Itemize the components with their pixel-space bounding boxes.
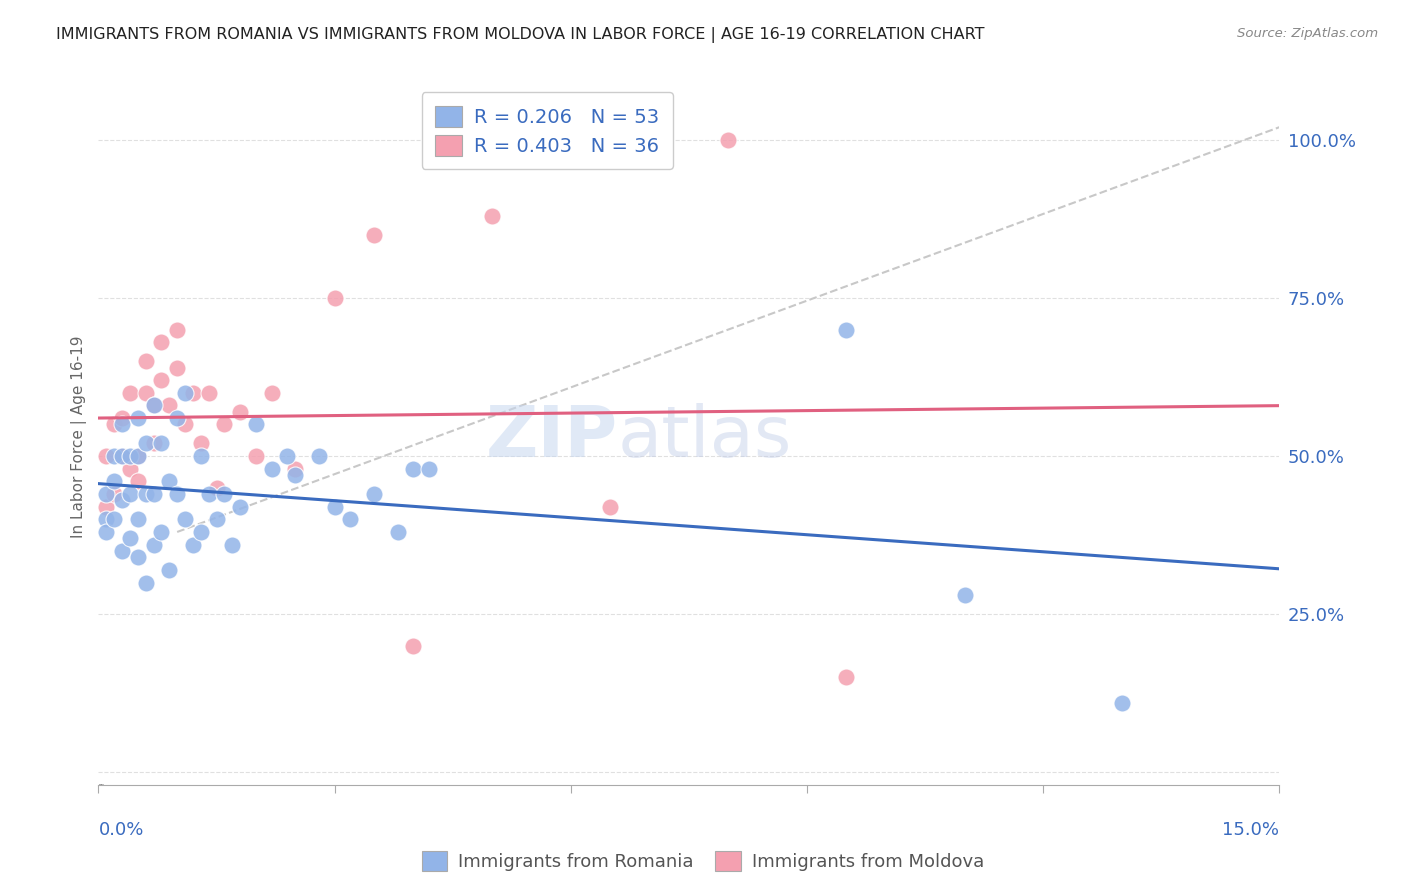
Text: ZIP: ZIP — [486, 402, 619, 472]
Point — [150, 373, 173, 387]
Point — [150, 524, 173, 539]
Point — [166, 487, 188, 501]
Point — [96, 512, 118, 526]
Point — [1111, 696, 1133, 710]
Point — [135, 385, 157, 400]
Point — [103, 417, 125, 432]
Point — [142, 436, 165, 450]
Point — [166, 411, 188, 425]
Point — [284, 461, 307, 475]
Point — [174, 385, 197, 400]
Point — [174, 417, 197, 432]
Point — [205, 481, 228, 495]
Point — [181, 385, 204, 400]
Point — [197, 487, 219, 501]
Point — [190, 524, 212, 539]
Point — [118, 449, 141, 463]
Point — [157, 563, 180, 577]
Point — [214, 487, 236, 501]
Point — [142, 399, 165, 413]
Point — [111, 411, 134, 425]
Point — [323, 500, 346, 514]
Point — [118, 385, 141, 400]
Point — [96, 524, 118, 539]
Point — [150, 335, 173, 350]
Point — [135, 354, 157, 368]
Point — [135, 575, 157, 590]
Y-axis label: In Labor Force | Age 16-19: In Labor Force | Age 16-19 — [72, 335, 87, 539]
Point — [142, 399, 165, 413]
Point — [103, 475, 125, 489]
Point — [157, 399, 180, 413]
Point — [111, 493, 134, 508]
Point — [103, 449, 125, 463]
Point — [599, 500, 621, 514]
Point — [387, 524, 409, 539]
Point — [221, 538, 243, 552]
Point — [111, 417, 134, 432]
Text: 0.0%: 0.0% — [98, 821, 143, 838]
Point — [111, 449, 134, 463]
Point — [111, 544, 134, 558]
Point — [276, 449, 298, 463]
Text: Source: ZipAtlas.com: Source: ZipAtlas.com — [1237, 27, 1378, 40]
Text: atlas: atlas — [619, 402, 793, 472]
Point — [260, 461, 283, 475]
Point — [363, 487, 385, 501]
Point — [205, 512, 228, 526]
Point — [111, 449, 134, 463]
Point — [245, 449, 267, 463]
Point — [190, 449, 212, 463]
Point — [402, 461, 425, 475]
Point — [127, 512, 149, 526]
Text: IMMIGRANTS FROM ROMANIA VS IMMIGRANTS FROM MOLDOVA IN LABOR FORCE | AGE 16-19 CO: IMMIGRANTS FROM ROMANIA VS IMMIGRANTS FR… — [56, 27, 984, 43]
Point — [197, 385, 219, 400]
Point — [166, 360, 188, 375]
Point — [174, 512, 197, 526]
Point — [157, 475, 180, 489]
Point — [96, 487, 118, 501]
Point — [363, 227, 385, 242]
Point — [96, 449, 118, 463]
Point — [118, 487, 141, 501]
Legend: R = 0.206   N = 53, R = 0.403   N = 36: R = 0.206 N = 53, R = 0.403 N = 36 — [422, 92, 673, 169]
Point — [229, 405, 252, 419]
Point — [127, 411, 149, 425]
Point — [260, 385, 283, 400]
Point — [190, 436, 212, 450]
Legend: Immigrants from Romania, Immigrants from Moldova: Immigrants from Romania, Immigrants from… — [415, 844, 991, 879]
Point — [717, 133, 740, 147]
Point — [103, 487, 125, 501]
Point — [418, 461, 440, 475]
Point — [127, 550, 149, 565]
Point — [402, 639, 425, 653]
Point — [135, 436, 157, 450]
Point — [481, 209, 503, 223]
Point — [142, 487, 165, 501]
Point — [308, 449, 330, 463]
Point — [339, 512, 361, 526]
Text: #3a6bbf: #3a6bbf — [98, 784, 104, 785]
Point — [150, 436, 173, 450]
Point — [135, 487, 157, 501]
Point — [96, 500, 118, 514]
Text: 15.0%: 15.0% — [1222, 821, 1279, 838]
Point — [127, 449, 149, 463]
Point — [284, 468, 307, 483]
Point — [142, 538, 165, 552]
Point — [118, 461, 141, 475]
Point — [181, 538, 204, 552]
Point — [166, 322, 188, 336]
Point — [214, 417, 236, 432]
Point — [103, 512, 125, 526]
Point — [835, 322, 858, 336]
Point — [118, 531, 141, 545]
Point — [229, 500, 252, 514]
Point — [323, 291, 346, 305]
Point — [127, 475, 149, 489]
Point — [835, 670, 858, 684]
Point — [953, 588, 976, 602]
Point — [127, 449, 149, 463]
Point — [245, 417, 267, 432]
